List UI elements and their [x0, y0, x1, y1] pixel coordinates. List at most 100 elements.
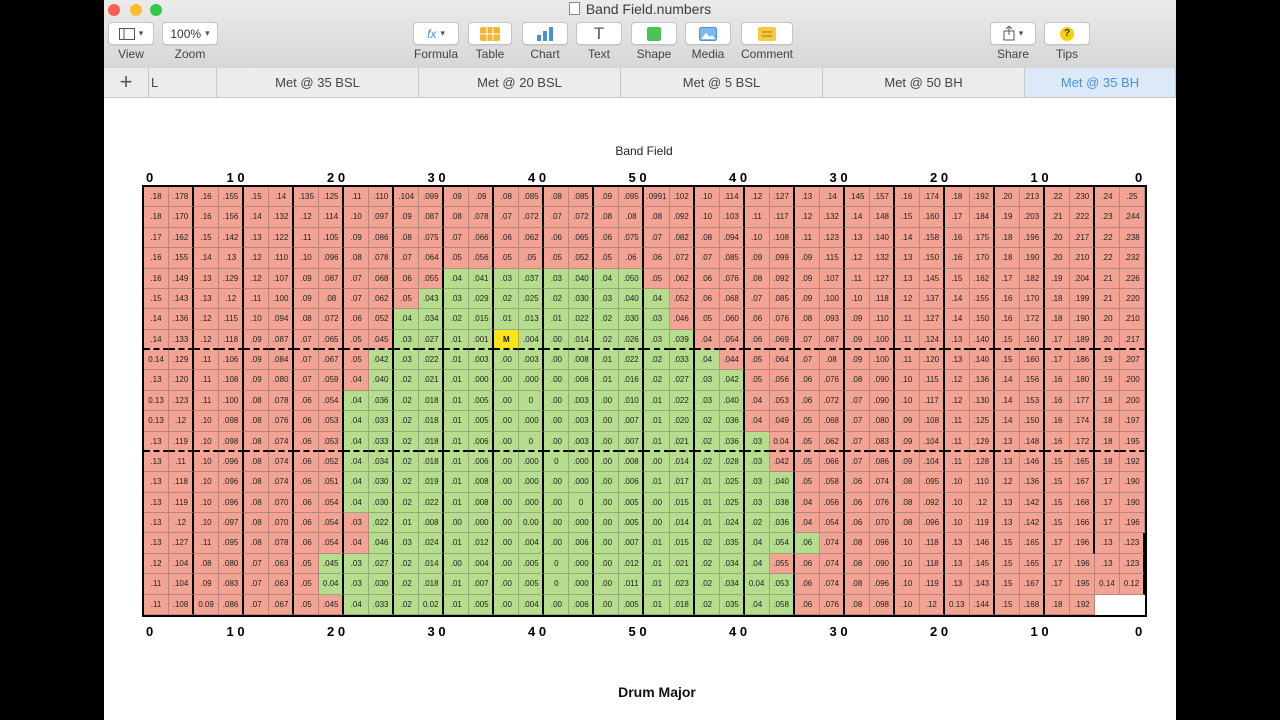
- field-cell[interactable]: .076: [719, 268, 745, 289]
- field-cell[interactable]: .00: [544, 329, 570, 351]
- field-cell[interactable]: .005: [469, 390, 495, 412]
- field-cell[interactable]: .07: [294, 370, 320, 391]
- field-cell[interactable]: .096: [919, 513, 945, 534]
- field-cell[interactable]: .06: [544, 227, 570, 249]
- field-cell[interactable]: .13: [944, 574, 970, 595]
- field-cell[interactable]: .06: [294, 431, 320, 452]
- field-cell[interactable]: .16: [994, 309, 1020, 330]
- field-cell[interactable]: .05: [294, 574, 320, 595]
- field-cell[interactable]: .096: [219, 492, 245, 514]
- field-cell[interactable]: .165: [1019, 533, 1045, 554]
- field-cell[interactable]: .02: [394, 574, 420, 595]
- field-cell[interactable]: .14: [844, 207, 870, 228]
- field-cell[interactable]: .025: [719, 492, 745, 514]
- field-cell[interactable]: .04: [444, 268, 470, 289]
- formula-button[interactable]: fx ▾: [413, 22, 459, 45]
- field-cell[interactable]: .100: [869, 350, 895, 371]
- field-cell[interactable]: .01: [394, 513, 420, 534]
- field-cell[interactable]: .004: [519, 329, 545, 351]
- field-cell[interactable]: .12: [994, 472, 1020, 493]
- field-cell[interactable]: .00: [594, 451, 620, 473]
- field-cell[interactable]: .08: [244, 411, 270, 432]
- field-cell[interactable]: .015: [669, 533, 695, 554]
- field-cell[interactable]: .142: [1019, 492, 1045, 514]
- field-cell[interactable]: .006: [569, 533, 595, 554]
- field-cell[interactable]: .10: [894, 594, 920, 615]
- field-cell[interactable]: .04: [744, 533, 770, 554]
- field-cell[interactable]: .06: [294, 451, 320, 473]
- field-cell[interactable]: .123: [1119, 533, 1145, 554]
- field-cell[interactable]: .096: [869, 533, 895, 554]
- field-cell[interactable]: .06: [694, 288, 720, 310]
- field-cell[interactable]: .135: [294, 187, 320, 208]
- field-cell[interactable]: .25: [1119, 187, 1145, 208]
- field-cell[interactable]: .07: [494, 207, 520, 228]
- field-cell[interactable]: .003: [569, 431, 595, 452]
- field-cell[interactable]: .005: [619, 594, 645, 615]
- field-cell[interactable]: .150: [969, 309, 995, 330]
- field-cell[interactable]: .196: [1119, 513, 1145, 534]
- field-cell[interactable]: .065: [569, 227, 595, 249]
- field-cell[interactable]: .14: [269, 187, 295, 208]
- field-cell[interactable]: .00: [494, 472, 520, 493]
- field-cell[interactable]: .11: [244, 288, 270, 310]
- field-cell[interactable]: .033: [369, 411, 395, 432]
- field-cell[interactable]: .00: [544, 431, 570, 452]
- field-cell[interactable]: .072: [669, 248, 695, 269]
- field-cell[interactable]: .006: [569, 594, 595, 615]
- field-cell[interactable]: .006: [469, 431, 495, 452]
- field-cell[interactable]: .13: [194, 288, 220, 310]
- field-cell[interactable]: .000: [469, 370, 495, 391]
- field-cell[interactable]: .059: [319, 370, 345, 391]
- field-cell[interactable]: .127: [869, 268, 895, 289]
- field-cell[interactable]: .10: [194, 451, 220, 473]
- field-cell[interactable]: .22: [1044, 187, 1070, 208]
- field-cell[interactable]: .106: [219, 350, 245, 371]
- field-cell[interactable]: .030: [569, 288, 595, 310]
- field-cell[interactable]: .08: [394, 227, 420, 249]
- field-cell[interactable]: .14: [819, 187, 845, 208]
- field-cell[interactable]: .01: [594, 350, 620, 371]
- field-cell[interactable]: .09: [794, 288, 820, 310]
- field-cell[interactable]: .01: [444, 329, 470, 351]
- field-cell[interactable]: .08: [894, 513, 920, 534]
- field-cell[interactable]: .11: [844, 268, 870, 289]
- tab-met-35-bh[interactable]: Met @ 35 BH: [1025, 68, 1176, 97]
- field-cell[interactable]: .115: [919, 370, 945, 391]
- field-cell[interactable]: .014: [669, 513, 695, 534]
- field-cell[interactable]: .19: [1094, 370, 1120, 391]
- field-cell[interactable]: .04: [794, 513, 820, 534]
- field-cell[interactable]: .01: [444, 411, 470, 432]
- field-cell[interactable]: .108: [919, 411, 945, 432]
- field-cell[interactable]: .13: [219, 248, 245, 269]
- field-cell[interactable]: .000: [519, 492, 545, 514]
- field-cell[interactable]: .13: [944, 533, 970, 554]
- field-cell[interactable]: .146: [1019, 451, 1045, 473]
- field-cell[interactable]: .095: [919, 472, 945, 493]
- field-cell[interactable]: .01: [694, 513, 720, 534]
- field-cell[interactable]: .160: [919, 207, 945, 228]
- field-cell[interactable]: .09: [744, 248, 770, 269]
- field-cell[interactable]: .03: [494, 268, 520, 289]
- field-cell[interactable]: .07: [294, 329, 320, 351]
- field-cell[interactable]: .06: [294, 411, 320, 432]
- field-cell[interactable]: .100: [819, 288, 845, 310]
- field-cell[interactable]: .136: [1019, 472, 1045, 493]
- field-cell[interactable]: .021: [669, 431, 695, 452]
- field-cell[interactable]: .17: [144, 227, 170, 249]
- field-cell[interactable]: .060: [719, 309, 745, 330]
- field-cell[interactable]: .00: [544, 492, 570, 514]
- field-cell[interactable]: .00: [544, 411, 570, 432]
- field-cell[interactable]: .05: [544, 248, 570, 269]
- field-cell[interactable]: .040: [369, 370, 395, 391]
- field-cell[interactable]: .087: [319, 268, 345, 289]
- field-cell[interactable]: .04: [344, 472, 370, 493]
- field-cell[interactable]: .00: [494, 513, 520, 534]
- field-cell[interactable]: .104: [169, 553, 195, 575]
- field-cell[interactable]: .030: [619, 309, 645, 330]
- field-cell[interactable]: .00: [544, 533, 570, 554]
- field-cell[interactable]: .045: [319, 594, 345, 615]
- field-cell[interactable]: .045: [319, 553, 345, 575]
- field-cell[interactable]: .132: [269, 207, 295, 228]
- field-cell[interactable]: .086: [369, 227, 395, 249]
